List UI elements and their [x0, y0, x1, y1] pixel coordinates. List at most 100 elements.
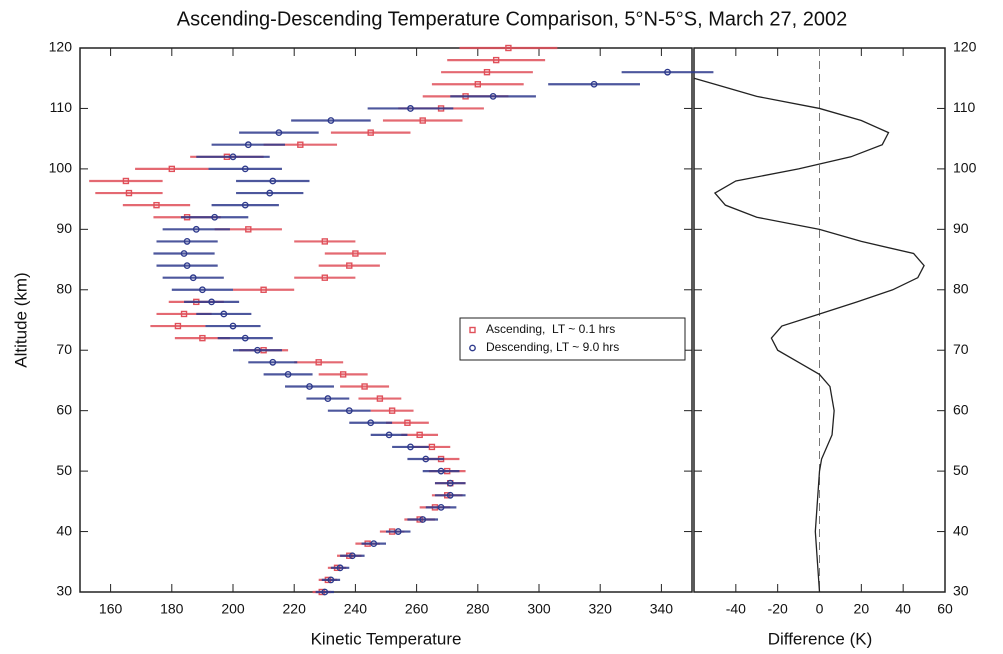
data-point — [489, 92, 497, 100]
data-point — [404, 419, 411, 426]
data-point — [189, 274, 197, 282]
data-point — [275, 129, 283, 137]
x-tick-label: -40 — [726, 601, 746, 617]
data-point — [284, 370, 292, 378]
data-point — [422, 455, 430, 463]
data-point — [419, 516, 427, 523]
x-tick-label: 240 — [344, 601, 368, 617]
x-tick-label: 300 — [527, 601, 551, 617]
y-tick-label: 70 — [953, 341, 969, 357]
data-point — [474, 81, 481, 88]
data-point — [339, 371, 347, 378]
data-point — [260, 286, 267, 293]
data-point — [180, 310, 188, 318]
x-tick-label: 340 — [650, 601, 674, 617]
data-point — [241, 334, 249, 342]
y-tick-label: 70 — [56, 341, 72, 357]
data-point — [419, 117, 426, 124]
difference-line — [693, 77, 925, 593]
chart-title: Ascending-Descending Temperature Compari… — [177, 8, 847, 30]
plot-frame — [79, 47, 693, 593]
data-point — [174, 322, 182, 330]
y-tick-label: 50 — [56, 462, 72, 478]
data-point — [416, 431, 423, 439]
y-axis-label: Altitude (km) — [11, 272, 30, 367]
data-point — [446, 491, 454, 499]
x-tick-label: 20 — [854, 601, 870, 617]
legend-label: Ascending, LT ~ 0.1 hrs — [486, 322, 615, 336]
data-point — [192, 225, 200, 233]
x-tick-label: 260 — [405, 601, 429, 617]
x-tick-label: -20 — [768, 601, 788, 617]
y-tick-label: 100 — [953, 160, 977, 176]
data-point — [385, 431, 393, 439]
data-point — [492, 56, 500, 64]
data-point — [198, 286, 206, 294]
data-point — [367, 129, 374, 136]
data-point — [336, 564, 344, 572]
y-tick-label: 30 — [56, 583, 72, 599]
data-point — [183, 262, 191, 269]
data-point — [199, 334, 206, 342]
legend-marker — [469, 326, 476, 334]
data-point — [315, 359, 322, 366]
y-tick-label: 30 — [953, 583, 969, 599]
y-tick-label: 60 — [56, 401, 72, 417]
legend-label: Descending, LT ~ 9.0 hrs — [486, 340, 619, 354]
y-tick-label: 50 — [953, 462, 969, 478]
data-point — [388, 407, 396, 414]
y-tick-label: 110 — [50, 99, 73, 115]
y-tick-label: 90 — [953, 220, 969, 236]
x-tick-label: 0 — [816, 601, 824, 617]
y-tick-label: 60 — [953, 401, 969, 417]
data-point — [168, 165, 176, 173]
legend-box — [459, 317, 686, 361]
data-point — [376, 395, 384, 402]
data-point — [664, 68, 671, 76]
data-point — [437, 467, 445, 475]
data-point — [324, 395, 332, 402]
data-point — [394, 528, 402, 535]
data-point — [361, 383, 368, 390]
data-point — [407, 105, 414, 112]
data-point — [211, 213, 219, 221]
x-axis-label: Difference (K) — [768, 629, 873, 648]
data-point — [180, 250, 188, 257]
data-point — [367, 419, 375, 427]
x-tick-label: 60 — [937, 601, 953, 617]
data-point — [437, 503, 445, 511]
y-tick-label: 90 — [56, 220, 72, 236]
x-tick-label: 40 — [895, 601, 911, 617]
x-tick-label: 180 — [160, 601, 184, 617]
data-point — [590, 80, 598, 88]
legend-marker — [469, 344, 476, 352]
x-tick-label: 200 — [221, 601, 245, 617]
data-point — [327, 576, 335, 584]
x-tick-label: 220 — [283, 601, 307, 617]
y-tick-label: 100 — [49, 160, 73, 176]
data-point — [321, 238, 328, 245]
y-tick-label: 120 — [953, 39, 977, 55]
y-tick-label: 80 — [56, 280, 72, 296]
data-point — [244, 141, 252, 149]
data-point — [345, 407, 353, 415]
data-point — [183, 238, 191, 245]
data-point — [346, 262, 353, 269]
data-point — [306, 383, 313, 390]
data-point — [220, 310, 228, 318]
data-point — [327, 117, 335, 124]
y-tick-label: 40 — [953, 522, 969, 538]
data-point — [370, 540, 378, 548]
data-point — [269, 358, 277, 366]
x-axis-label: Kinetic Temperature — [311, 629, 462, 648]
y-tick-label: 40 — [56, 522, 72, 538]
data-point — [407, 443, 414, 451]
data-point — [229, 322, 237, 330]
data-point — [352, 250, 359, 257]
data-point — [321, 274, 328, 281]
data-point — [428, 443, 436, 451]
data-point — [446, 479, 454, 487]
data-point — [269, 177, 277, 185]
data-point — [245, 226, 252, 233]
